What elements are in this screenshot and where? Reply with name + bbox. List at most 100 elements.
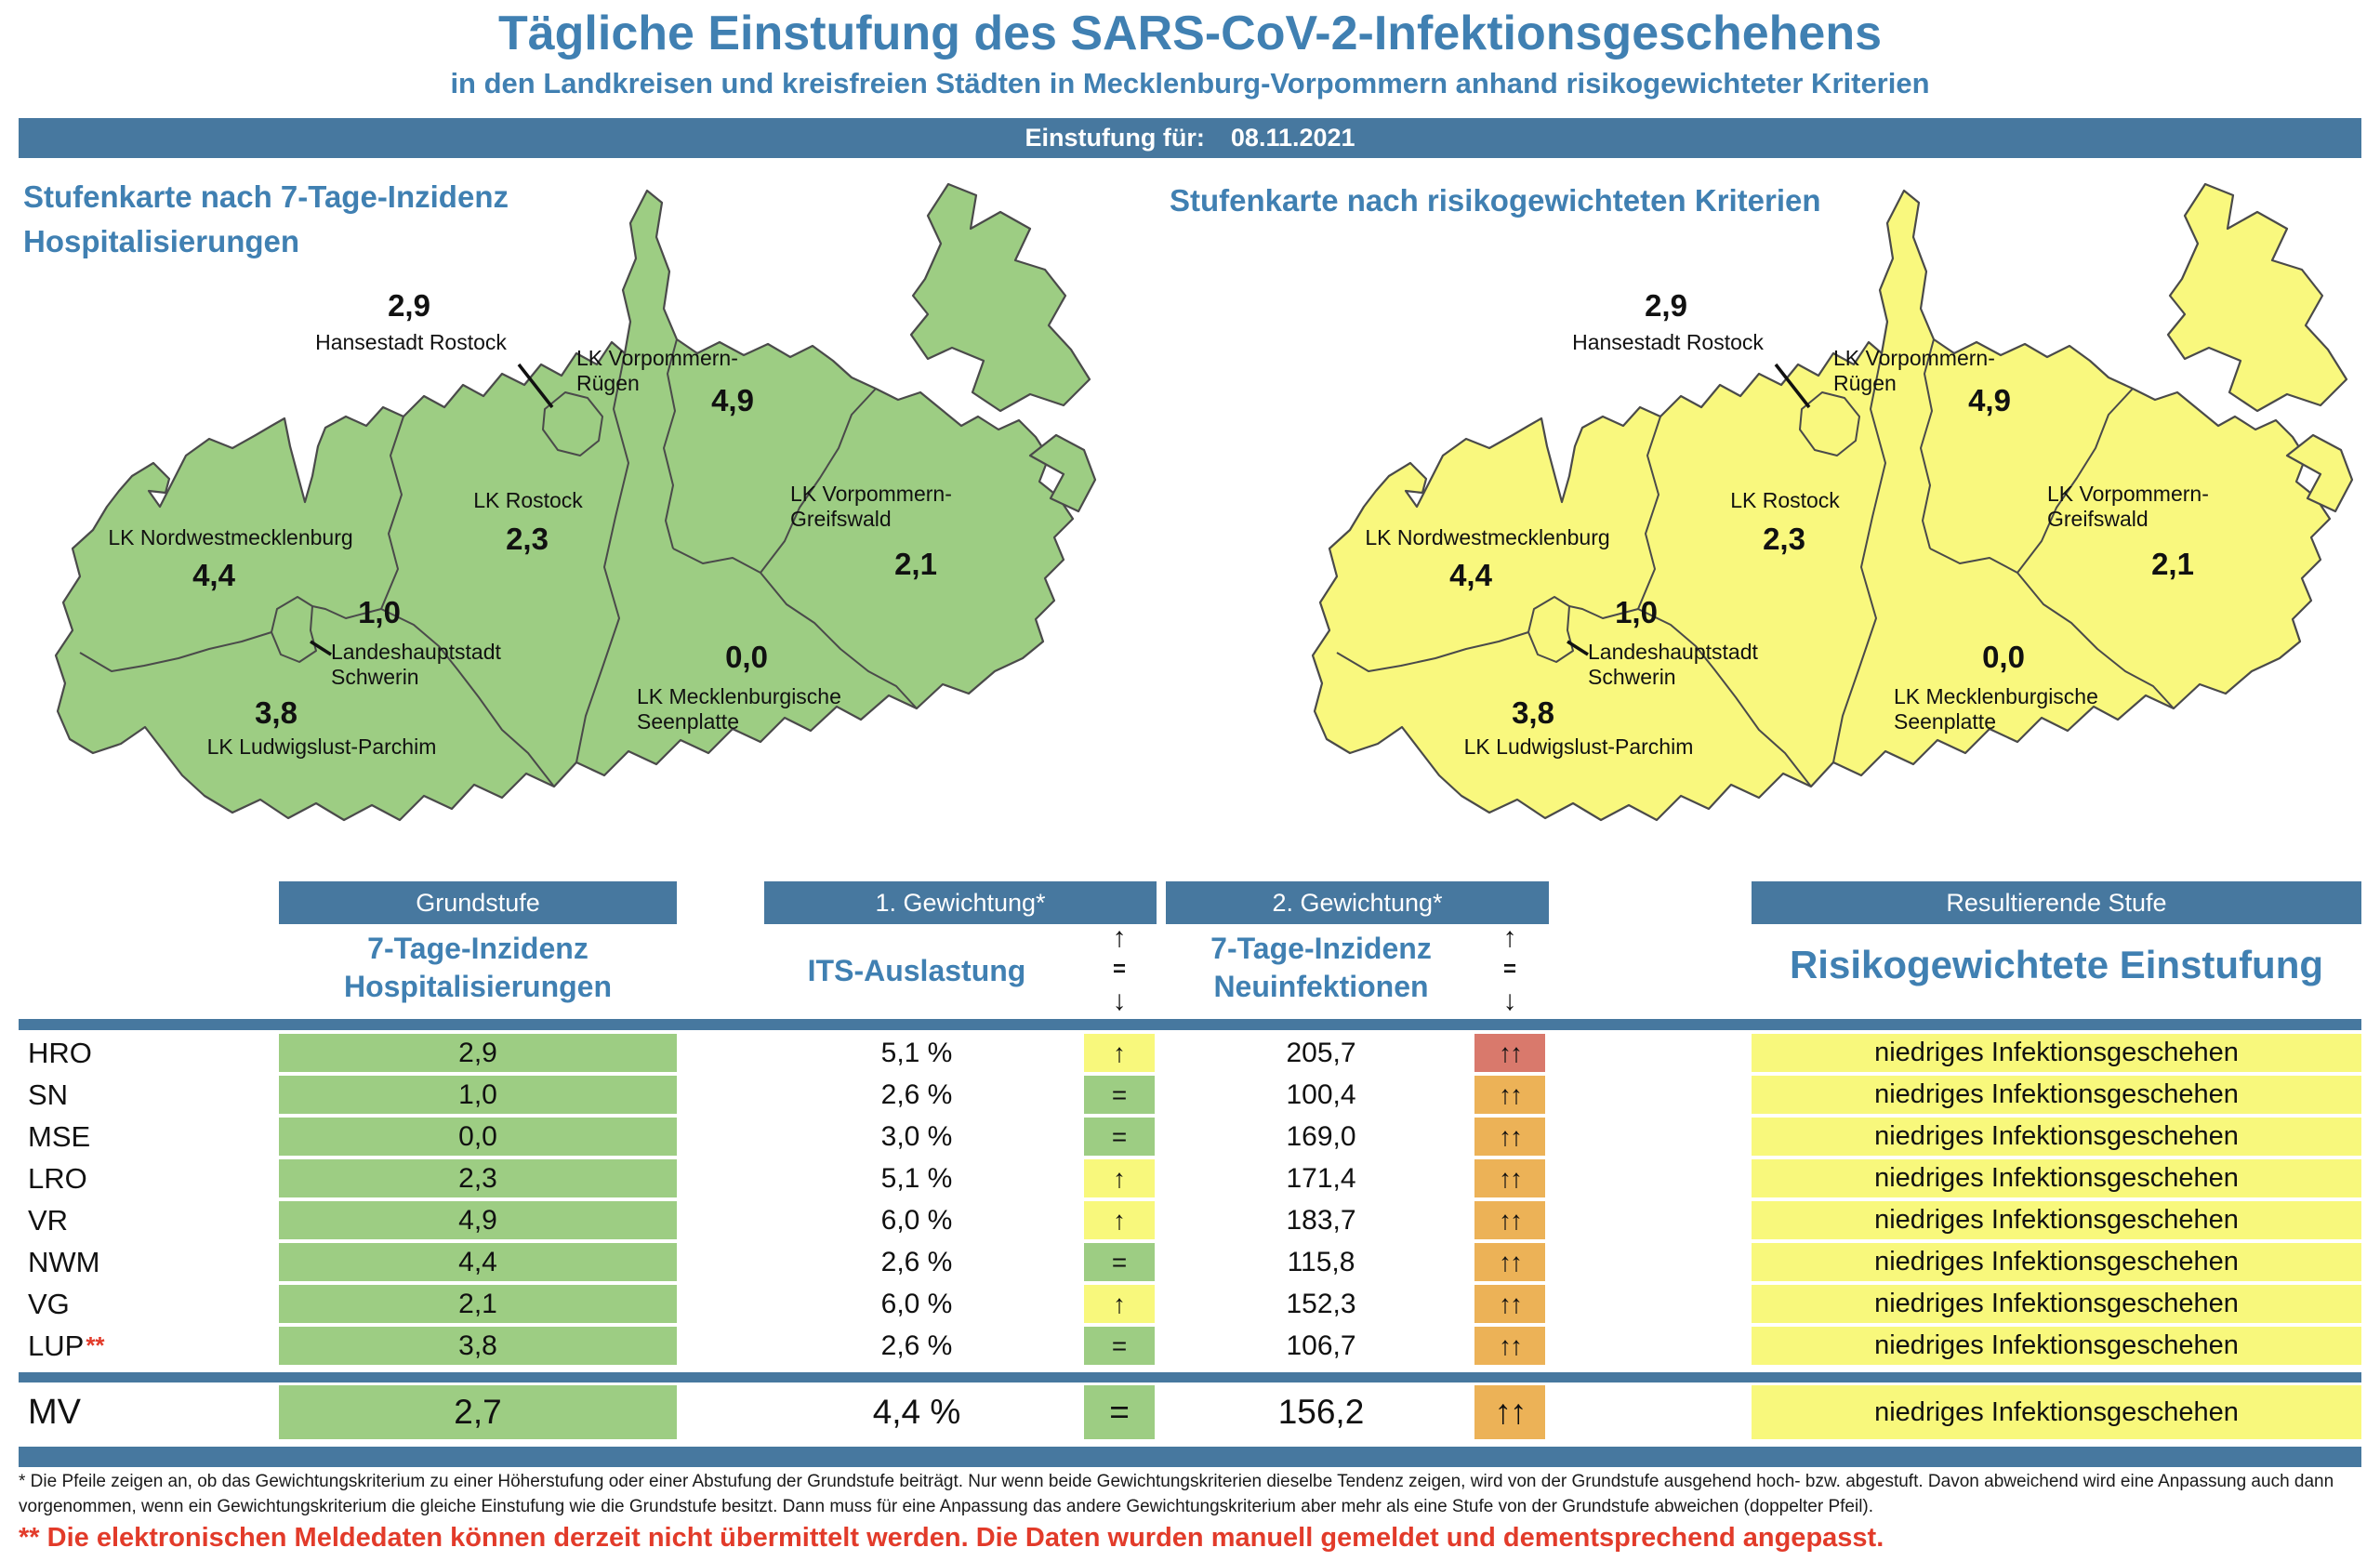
icu-occupancy-cell: 2,6 % xyxy=(880,1246,953,1277)
new-infections-cell: 171,4 xyxy=(1286,1162,1356,1194)
footnote-asterisk: * Die Pfeile zeigen an, ob das Gewichtun… xyxy=(19,1472,2334,1516)
map-value-vg: 2,1 xyxy=(894,547,937,581)
subheader-icu-occupancy: ITS-Auslastung xyxy=(807,954,1026,987)
hospitalization-incidence-cell: 2,9 xyxy=(279,1034,677,1072)
map-label-vg: LK Vorpommern-Greifswald xyxy=(790,482,952,532)
icu-occupancy-cell: 6,0 % xyxy=(880,1204,953,1236)
hospitalization-incidence-cell: 4,9 xyxy=(279,1201,677,1239)
table-row: NWM 4,4 2,6 % = 115,8 ↑↑ niedriges Infek… xyxy=(19,1243,2361,1281)
map-value-mse: 0,0 xyxy=(725,640,768,674)
result-cell: niedriges Infektionsgeschehen xyxy=(1752,1076,2361,1114)
header-separator-bar xyxy=(19,1019,2361,1030)
trend1-cell: ↑ xyxy=(1084,1159,1155,1197)
map-hospitalization-incidence: 2,9 Hansestadt Rostock LK Vorpommern-Rüg… xyxy=(19,139,1097,874)
subheader-hospitalization-incidence: 7-Tage-Inzidenz Hospitalisierungen xyxy=(343,932,613,1003)
result-cell: niedriges Infektionsgeschehen xyxy=(1752,1159,2361,1197)
map-label-nwm: LK Nordwestmecklenburg xyxy=(108,525,353,549)
hospitalization-incidence-cell: 3,8 xyxy=(279,1327,677,1365)
map-label-hro: Hansestadt Rostock xyxy=(1572,330,1764,354)
map-value-mse: 0,0 xyxy=(1982,640,2025,674)
district-code: VG xyxy=(28,1287,70,1320)
trend1-cell: ↑ xyxy=(1084,1201,1155,1239)
trend2-cell: ↑↑ xyxy=(1474,1243,1545,1281)
classification-date-bar: Einstufung für: 08.11.2021 xyxy=(19,118,2361,158)
classification-date-value: 08.11.2021 xyxy=(1230,124,1355,152)
map-label-lro: LK Rostock xyxy=(473,488,583,512)
result-cell: niedriges Infektionsgeschehen xyxy=(1752,1327,2361,1365)
map-value-vg: 2,1 xyxy=(2151,547,2194,581)
summary-separator-bar xyxy=(19,1372,2361,1382)
hospitalization-incidence-cell: 1,0 xyxy=(279,1076,677,1114)
column-header-gewichtung2: 2. Gewichtung* xyxy=(1166,881,1549,924)
arrow-up-icon: ↑ xyxy=(1112,922,1127,953)
map-heading-hospitalization: Stufenkarte nach 7-Tage-Inzidenz Hospita… xyxy=(23,179,509,258)
trend1-cell: = xyxy=(1084,1076,1155,1114)
map-risk-weighted: 2,9 Hansestadt Rostock LK Vorpommern-Rüg… xyxy=(1276,139,2354,874)
district-code: VR xyxy=(28,1203,69,1237)
new-infections-cell: 156,2 xyxy=(1277,1393,1365,1431)
icu-occupancy-cell: 5,1 % xyxy=(880,1037,953,1068)
map-value-vr: 4,9 xyxy=(711,383,754,417)
result-cell: niedriges Infektionsgeschehen xyxy=(1752,1285,2361,1323)
table-row: LUP ** 3,8 2,6 % = 106,7 ↑↑ niedriges Inf… xyxy=(19,1327,2361,1365)
district-code: MSE xyxy=(28,1119,91,1153)
classification-date-label: Einstufung für: xyxy=(1025,124,1205,152)
map-label-mse: LK Mecklenburgische Seenplatte xyxy=(637,684,841,734)
new-infections-cell: 152,3 xyxy=(1286,1288,1356,1319)
district-code: HRO xyxy=(28,1036,92,1069)
result-cell: niedriges Infektionsgeschehen xyxy=(1752,1243,2361,1281)
equal-icon: = xyxy=(1112,957,1126,982)
hospitalization-incidence-cell: 2,1 xyxy=(279,1285,677,1323)
arrow-down-icon: ↓ xyxy=(1112,986,1127,1016)
trend2-cell: ↑↑ xyxy=(1474,1201,1545,1239)
new-infections-cell: 183,7 xyxy=(1286,1204,1356,1236)
summary-row-mv: MV 2,7 4,4 % = 156,2 ↑↑ niedriges Infekt… xyxy=(19,1385,2361,1439)
district-code: LUP ** xyxy=(28,1329,105,1362)
trend1-cell: ↑ xyxy=(1084,1034,1155,1072)
map-label-hro: Hansestadt Rostock xyxy=(315,330,507,354)
page-subtitle: in den Landkreisen und kreisfreien Städt… xyxy=(450,67,1930,99)
hospitalization-incidence-cell: 4,4 xyxy=(279,1243,677,1281)
table-row: LRO 2,3 5,1 % ↑ 171,4 ↑↑ niedriges Infek… xyxy=(19,1159,2361,1197)
trend2-cell: ↑↑ xyxy=(1474,1034,1545,1072)
column-header-gewichtung1: 1. Gewichtung* xyxy=(764,881,1157,924)
map-value-lro: 2,3 xyxy=(1763,522,1805,556)
trend1-cell: = xyxy=(1084,1327,1155,1365)
map-value-lup: 3,8 xyxy=(255,695,298,730)
icu-occupancy-cell: 2,6 % xyxy=(880,1329,953,1361)
map-label-nwm: LK Nordwestmecklenburg xyxy=(1365,525,1610,549)
mv-trend2-cell: ↑↑ xyxy=(1474,1385,1545,1439)
result-cell: niedriges Infektionsgeschehen xyxy=(1752,1118,2361,1156)
icu-occupancy-cell: 2,6 % xyxy=(880,1078,953,1110)
footnote-double-asterisk: ** Die elektronischen Meldedaten können … xyxy=(19,1523,1884,1553)
map-value-nwm: 4,4 xyxy=(192,558,235,592)
new-infections-cell: 169,0 xyxy=(1286,1120,1356,1152)
icu-occupancy-cell: 4,4 % xyxy=(872,1393,961,1431)
map-label-sn: Landeshauptstadt Schwerin xyxy=(331,640,501,690)
district-code: MV xyxy=(28,1392,81,1432)
map-value-lup: 3,8 xyxy=(1512,695,1554,730)
subheader-new-infections-incidence: 7-Tage-Inzidenz Neuinfektionen xyxy=(1210,932,1432,1003)
icu-occupancy-cell: 3,0 % xyxy=(880,1120,953,1152)
trend2-cell: ↑↑ xyxy=(1474,1076,1545,1114)
table-row: MSE 0,0 3,0 % = 169,0 ↑↑ niedriges Infek… xyxy=(19,1118,2361,1156)
trend1-cell: = xyxy=(1084,1243,1155,1281)
map-value-hro: 2,9 xyxy=(1645,288,1687,323)
district-code: SN xyxy=(28,1078,69,1111)
new-infections-cell: 100,4 xyxy=(1286,1078,1356,1110)
trend2-cell: ↑↑ xyxy=(1474,1159,1545,1197)
trend2-cell: ↑↑ xyxy=(1474,1327,1545,1365)
map-label-vg: LK Vorpommern-Greifswald xyxy=(2047,482,2209,532)
map-label-vr: LK Vorpommern-Rügen xyxy=(1833,346,1995,396)
subheader-risk-weighted-classification: Risikogewichtete Einstufung xyxy=(1789,943,2324,986)
trend2-cell: ↑↑ xyxy=(1474,1285,1545,1323)
mv-trend1-cell: = xyxy=(1084,1385,1155,1439)
result-cell: niedriges Infektionsgeschehen xyxy=(1752,1034,2361,1072)
hospitalization-incidence-cell: 2,7 xyxy=(279,1385,677,1439)
map-heading-risk-weighted: Stufenkarte nach risikogewichteten Krite… xyxy=(1170,183,1821,218)
icu-occupancy-cell: 6,0 % xyxy=(880,1288,953,1319)
map-label-mse: LK Mecklenburgische Seenplatte xyxy=(1894,684,2098,734)
table-rows: HRO 2,9 5,1 % ↑ 205,7 ↑↑ niedriges Infek… xyxy=(19,1034,2361,1369)
table-row: VR 4,9 6,0 % ↑ 183,7 ↑↑ niedriges Infekt… xyxy=(19,1201,2361,1239)
hospitalization-incidence-cell: 2,3 xyxy=(279,1159,677,1197)
